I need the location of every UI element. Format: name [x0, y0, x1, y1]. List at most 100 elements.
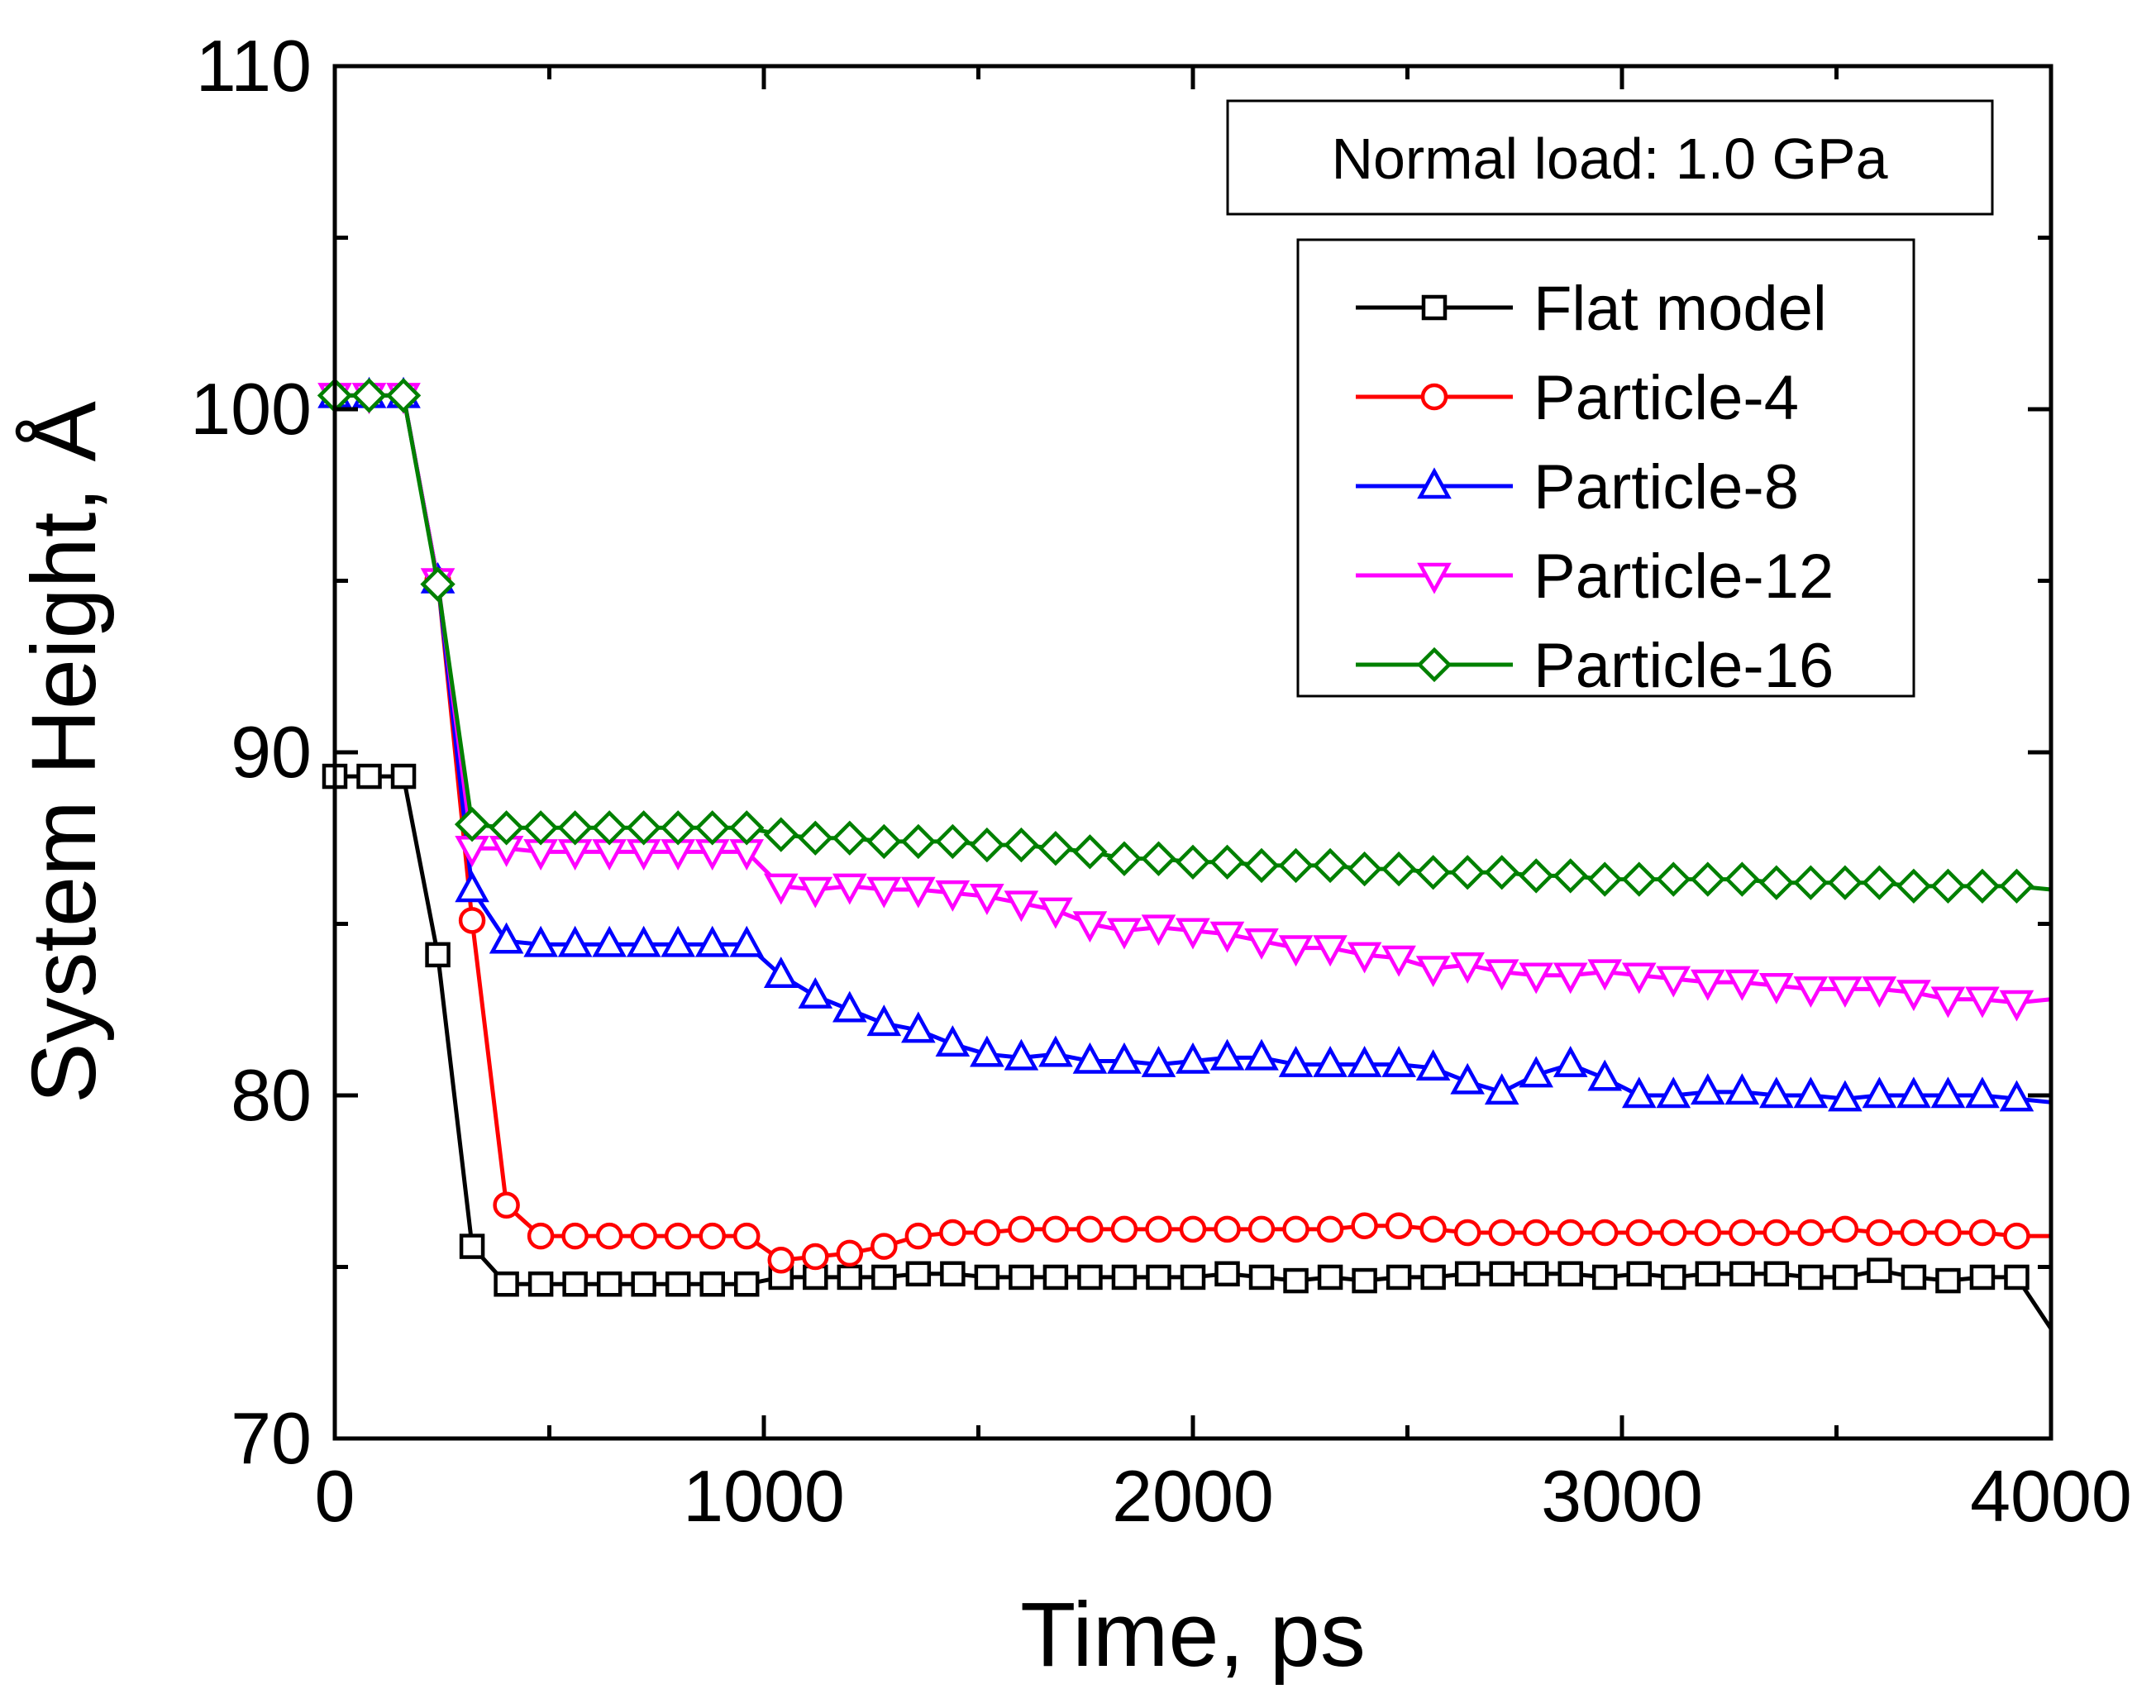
data-point — [557, 810, 593, 846]
data-point — [1381, 945, 1416, 977]
data-point — [1004, 890, 1039, 923]
data-point — [420, 566, 456, 602]
data-point — [900, 823, 937, 860]
data-point — [973, 1219, 1001, 1247]
data-point — [1656, 1076, 1691, 1109]
data-point — [1072, 1042, 1108, 1074]
data-point — [1347, 1045, 1382, 1077]
data-point — [866, 823, 902, 860]
data-point — [1831, 1215, 1859, 1243]
data-point — [1347, 942, 1382, 974]
data-point — [661, 810, 696, 846]
data-point — [1691, 1073, 1725, 1105]
data-point — [1930, 868, 1966, 904]
data-point — [1453, 1219, 1481, 1247]
data-point — [832, 990, 867, 1023]
legend-frame — [1296, 238, 1915, 698]
data-point — [1934, 1219, 1962, 1247]
data-point — [699, 1222, 726, 1250]
data-point — [1999, 990, 2034, 1022]
data-point — [1111, 1264, 1138, 1291]
data-point — [871, 1264, 897, 1291]
data-point — [2004, 1264, 2030, 1291]
data-point — [1381, 851, 1417, 887]
data-point — [694, 810, 730, 846]
data-point — [1621, 962, 1657, 995]
data-point — [527, 1222, 555, 1250]
data-point — [1180, 1264, 1206, 1291]
data-point — [1072, 911, 1108, 943]
data-point — [1450, 1062, 1485, 1095]
data-point — [1316, 1215, 1344, 1243]
data-point — [493, 1191, 520, 1219]
data-point — [1797, 1219, 1824, 1247]
data-point — [661, 925, 695, 957]
data-point — [1176, 918, 1210, 950]
data-point — [1042, 1215, 1070, 1243]
data-point — [1107, 918, 1142, 950]
data-point — [832, 873, 867, 905]
data-point — [1076, 1215, 1104, 1243]
data-point — [1415, 855, 1451, 890]
data-point — [1278, 1045, 1314, 1077]
legend-label: Particle-8 — [1534, 452, 1799, 522]
data-point — [970, 884, 1004, 915]
data-point — [1793, 1076, 1829, 1109]
data-point — [1179, 1215, 1207, 1243]
data-point — [1420, 1264, 1446, 1291]
data-point — [1896, 980, 1931, 1012]
data-point — [1145, 1215, 1172, 1243]
data-point — [1244, 928, 1279, 960]
data-point — [1724, 1073, 1760, 1105]
data-point — [1660, 1219, 1687, 1247]
data-point — [1587, 861, 1623, 897]
data-point — [1862, 1076, 1897, 1109]
data-point — [390, 763, 417, 790]
legend: Flat model Particle-4 Particle-8 Particle-1… — [1296, 238, 1915, 701]
data-point — [1724, 861, 1760, 897]
legend-item: Particle-16 — [1356, 631, 1834, 701]
data-point — [871, 1233, 898, 1260]
data-point — [1896, 1076, 1931, 1109]
data-point — [940, 1261, 966, 1287]
data-point — [1862, 865, 1897, 900]
data-point — [1141, 1045, 1176, 1077]
annotation-box: Normal load: 1.0 GPa — [1226, 99, 1994, 216]
x-tick-label: 1000 — [683, 1455, 845, 1537]
x-tick-label: 3000 — [1541, 1455, 1703, 1537]
data-point — [729, 925, 765, 957]
data-point — [1866, 1219, 1893, 1247]
data-point — [1004, 827, 1039, 863]
data-point — [1282, 1215, 1309, 1243]
x-tick-label: 0 — [315, 1455, 355, 1537]
legend-marker — [1421, 294, 1448, 321]
data-point — [1896, 868, 1932, 904]
data-point — [836, 1239, 864, 1267]
data-point — [1591, 1219, 1619, 1247]
data-point — [1587, 959, 1623, 991]
data-point — [1038, 897, 1073, 929]
data-point — [523, 925, 558, 957]
data-point — [837, 1264, 863, 1291]
data-point — [939, 1219, 966, 1247]
data-point — [455, 871, 489, 903]
data-point — [1243, 847, 1280, 884]
series-layer — [317, 376, 2053, 1330]
data-point — [1930, 1076, 1966, 1109]
data-point — [1352, 1267, 1377, 1294]
data-point — [1587, 1059, 1623, 1091]
y-tick-label: 100 — [190, 368, 312, 450]
data-point — [1313, 935, 1348, 967]
data-point — [1244, 1038, 1279, 1071]
data-point — [1248, 1264, 1275, 1291]
data-point — [591, 810, 627, 846]
data-point — [630, 1222, 657, 1250]
data-point — [970, 1035, 1004, 1067]
data-point — [1077, 1264, 1103, 1291]
y-tick-label: 80 — [231, 1054, 312, 1136]
data-point — [1626, 1261, 1653, 1287]
data-point — [798, 976, 833, 1009]
data-point — [1553, 1045, 1588, 1077]
data-point — [1283, 1267, 1309, 1294]
